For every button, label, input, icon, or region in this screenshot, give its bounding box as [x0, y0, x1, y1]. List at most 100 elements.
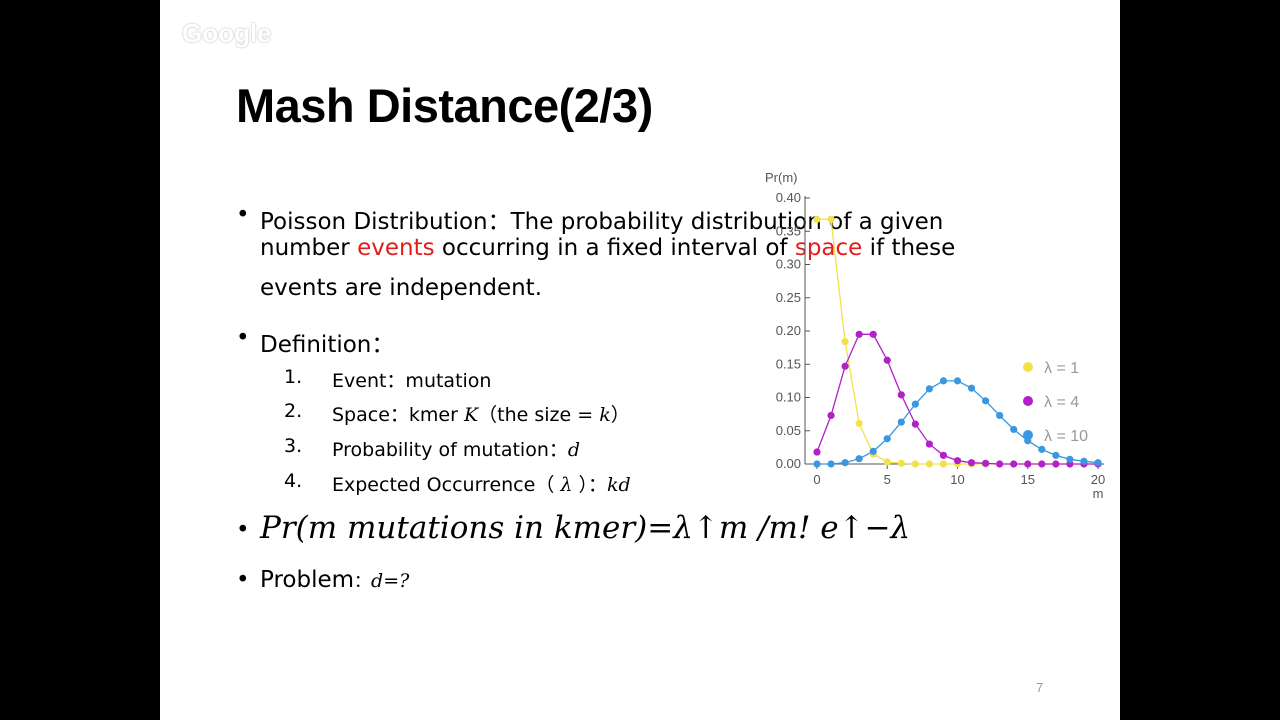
data-point — [953, 457, 962, 465]
y-tick-label: 0.30 — [776, 257, 801, 272]
legend-label: λ = 1 — [1044, 360, 1079, 377]
item-text-c: ） — [610, 404, 630, 426]
item-text-a: Space：kmer — [332, 404, 464, 426]
data-point — [841, 338, 849, 346]
y-tick-label: 0.35 — [776, 223, 801, 238]
data-point — [883, 435, 891, 443]
problem-value: d=? — [371, 570, 410, 592]
x-tick-label: 10 — [950, 472, 964, 487]
item-text: Event：mutation — [332, 370, 492, 392]
x-tick-label: 20 — [1091, 472, 1105, 487]
highlight-space: space — [794, 235, 863, 261]
x-tick-label: 0 — [813, 472, 820, 487]
data-point — [827, 411, 835, 420]
item-number: 1. — [284, 366, 303, 388]
data-point — [911, 420, 919, 428]
data-point — [953, 377, 962, 385]
data-point — [855, 330, 863, 338]
item-text: Probability of mutation：d — [332, 435, 580, 462]
x-tick-label: 5 — [884, 472, 891, 487]
poisson-line2: number events occurring in a fixed inter… — [260, 235, 955, 261]
legend-label: λ = 4 — [1044, 394, 1079, 411]
legend-marker — [1023, 396, 1033, 406]
item-number: 3. — [284, 435, 303, 457]
x-axis-label: m — [1093, 486, 1104, 501]
item-text: Space：kmer K（the size = k） — [332, 400, 630, 427]
item-math: k — [599, 404, 611, 426]
data-point — [967, 384, 976, 392]
poisson-chart: 0.00 0.05 0.10 0.15 0.20 0.25 0.30 0.35 0.40 0 5 10… — [765, 170, 1105, 501]
data-point — [1094, 459, 1102, 467]
data-point — [827, 460, 835, 468]
page-number: 7 — [1036, 680, 1044, 695]
data-point — [1010, 460, 1018, 468]
data-point — [1052, 451, 1060, 459]
data-point — [841, 362, 849, 370]
data-point — [1066, 455, 1074, 463]
data-point — [967, 459, 976, 467]
bullet-dot: • — [236, 202, 250, 228]
data-point — [869, 330, 877, 338]
y-tick-label: 0.15 — [776, 356, 801, 371]
data-point — [1052, 460, 1060, 468]
poisson-line2-c: if these — [862, 235, 956, 261]
y-tick-label: 0.05 — [776, 423, 801, 438]
bullet-dot: • — [236, 517, 250, 543]
item-text-a: Probability of mutation： — [332, 439, 568, 461]
data-point — [813, 448, 821, 456]
item-number: 4. — [284, 470, 303, 492]
legend-marker — [1023, 430, 1033, 440]
poisson-line1-text: The probability distribution of a given — [510, 209, 944, 235]
y-tick-label: 0.00 — [776, 456, 801, 471]
item-math: kd — [606, 474, 631, 496]
data-point — [897, 418, 905, 426]
definition-label: Definition — [260, 332, 372, 358]
data-point — [911, 400, 919, 408]
data-point — [827, 215, 835, 223]
chart-points — [813, 215, 1102, 468]
data-point — [939, 451, 948, 459]
item-math: d — [567, 439, 581, 461]
data-point — [841, 459, 849, 467]
data-point — [1080, 457, 1088, 465]
data-point — [855, 419, 863, 428]
item-number: 2. — [284, 400, 303, 422]
data-point — [897, 459, 905, 467]
y-tick-label: 0.20 — [776, 323, 801, 338]
data-point — [1024, 460, 1032, 468]
y-tick-label: 0.25 — [776, 290, 801, 305]
data-point — [1010, 425, 1018, 434]
poisson-line2-b: occurring in a fixed interval of — [434, 235, 795, 261]
legend-label: λ = 10 — [1044, 428, 1088, 445]
data-point — [996, 460, 1004, 468]
item-text: Expected Occurrence（ λ ）：kd — [332, 470, 631, 497]
data-point — [939, 377, 948, 385]
poisson-sep: ： — [487, 209, 511, 235]
data-point — [869, 447, 877, 455]
definition-sep: ： — [371, 332, 395, 358]
chart-axes: 0.00 0.05 0.10 0.15 0.20 0.25 0.30 0.35 0.40 0 5 10… — [765, 170, 1105, 501]
data-point — [883, 458, 891, 466]
problem-line: Problem：d=? — [260, 567, 409, 593]
problem-label: Problem — [260, 567, 355, 593]
data-point — [982, 459, 990, 467]
data-point — [939, 460, 948, 468]
data-point — [996, 411, 1004, 420]
item-text-b: （the size = — [478, 404, 600, 426]
y-tick-label: 0.40 — [776, 190, 801, 205]
bullet-poisson-line1: Poisson Distribution：The probability dis… — [260, 202, 943, 236]
data-point — [925, 385, 934, 393]
data-point — [925, 440, 934, 448]
bullet-dot: • — [236, 567, 250, 593]
bullet-dot: • — [236, 325, 250, 351]
problem-sep: ： — [354, 572, 372, 592]
data-point — [925, 460, 934, 468]
poisson-line2-a: number — [260, 235, 358, 261]
data-point — [883, 356, 891, 364]
data-point — [1038, 445, 1046, 453]
definition-heading: Definition： — [260, 325, 394, 359]
item-math: K — [463, 404, 479, 426]
data-point — [855, 455, 863, 463]
y-axis-label: Pr(m) — [765, 170, 798, 185]
x-tick-label: 15 — [1021, 472, 1035, 487]
